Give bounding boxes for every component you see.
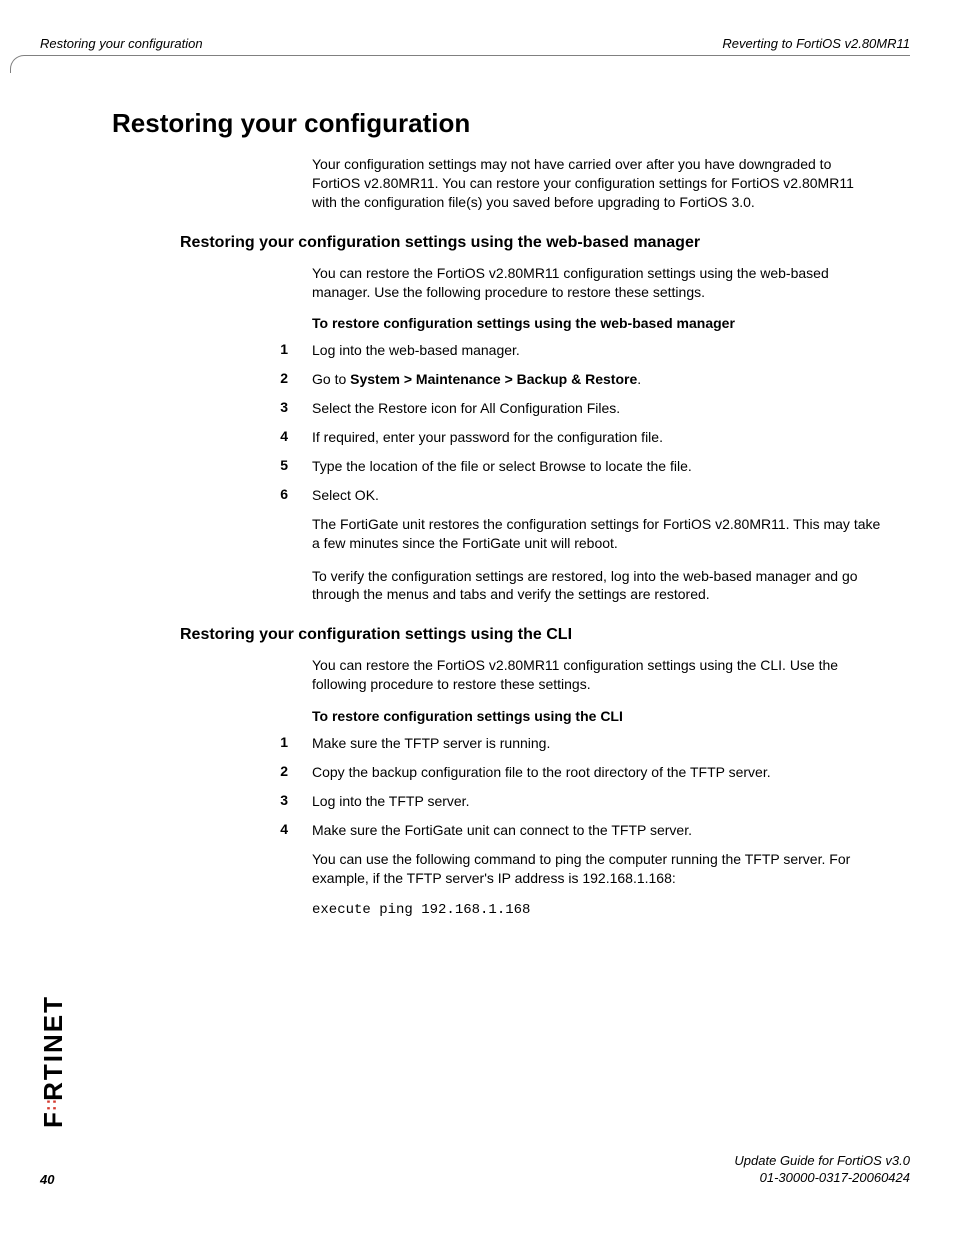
step-number: 2 [268,370,312,389]
step-text: Select the Restore icon for All Configur… [312,399,882,418]
step-row: 3 Select the Restore icon for All Config… [312,399,882,418]
step-text: Go to System > Maintenance > Backup & Re… [312,370,882,389]
step-text: Type the location of the file or select … [312,457,882,476]
step-text: Select OK. [312,486,882,505]
step-row: 5 Type the location of the file or selec… [312,457,882,476]
step2-post: . [637,371,641,387]
page-title: Restoring your configuration [112,108,912,139]
logo-dots-icon: ∷ [47,1101,58,1110]
fortinet-logo: F∷RTINET [40,928,70,1128]
step-number: 2 [268,763,312,782]
content-area: Restoring your configuration Your config… [112,108,912,934]
section2-code: execute ping 192.168.1.168 [312,901,882,920]
step-row: 6 Select OK. [312,486,882,505]
step-row: 4 If required, enter your password for t… [312,428,882,447]
page-number: 40 [40,1172,54,1187]
footer-line2: 01-30000-0317-20060424 [734,1170,910,1187]
section1-after2: To verify the configuration settings are… [312,567,882,605]
footer-line1: Update Guide for FortiOS v3.0 [734,1153,910,1170]
section2-after1: You can use the following command to pin… [312,850,882,888]
section2-heading: Restoring your configuration settings us… [180,626,912,644]
section1-heading: Restoring your configuration settings us… [180,234,912,252]
step-text: Log into the web-based manager. [312,341,882,360]
step2-bold: System > Maintenance > Backup & Restore [350,371,637,387]
step-number: 1 [268,341,312,360]
step-row: 3 Log into the TFTP server. [312,792,882,811]
step-text: Log into the TFTP server. [312,792,882,811]
step-number: 3 [268,399,312,418]
section1-proc-title: To restore configuration settings using … [312,315,882,331]
step-number: 4 [268,428,312,447]
step-row: 2 Go to System > Maintenance > Backup & … [312,370,882,389]
section2-proc-title: To restore configuration settings using … [312,708,882,724]
step-number: 3 [268,792,312,811]
logo-pre: F [38,1110,68,1128]
step2-pre: Go to [312,371,350,387]
step-number: 6 [268,486,312,505]
running-head-left: Restoring your configuration [40,36,203,51]
running-head-right: Reverting to FortiOS v2.80MR11 [722,36,910,51]
step-row: 2 Copy the backup configuration file to … [312,763,882,782]
step-text: Make sure the TFTP server is running. [312,734,882,753]
section1-after1: The FortiGate unit restores the configur… [312,515,882,553]
step-number: 4 [268,821,312,840]
step-row: 1 Log into the web-based manager. [312,341,882,360]
step-number: 5 [268,457,312,476]
step-text: If required, enter your password for the… [312,428,882,447]
header-rule [10,55,910,73]
logo-post: RTINET [38,995,68,1101]
step-row: 4 Make sure the FortiGate unit can conne… [312,821,882,840]
step-number: 1 [268,734,312,753]
section2-intro: You can restore the FortiOS v2.80MR11 co… [312,656,882,694]
section1-intro: You can restore the FortiOS v2.80MR11 co… [312,264,882,302]
page: Restoring your configuration Reverting t… [0,0,954,1235]
step-row: 1 Make sure the TFTP server is running. [312,734,882,753]
step-text: Make sure the FortiGate unit can connect… [312,821,882,840]
step-text: Copy the backup configuration file to th… [312,763,882,782]
intro-paragraph: Your configuration settings may not have… [312,155,882,212]
footer-right: Update Guide for FortiOS v3.0 01-30000-0… [734,1153,910,1187]
